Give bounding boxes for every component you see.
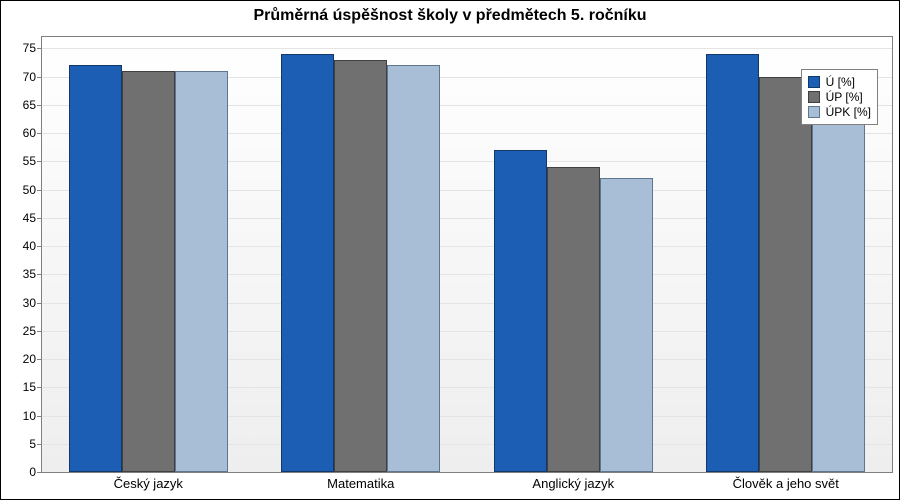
- y-tick-label: 75: [12, 41, 36, 55]
- y-tick-label: 10: [12, 409, 36, 423]
- bar: [759, 77, 812, 472]
- y-tick-mark: [37, 303, 42, 304]
- legend-item: ÚPK [%]: [808, 105, 871, 119]
- legend-swatch: [808, 106, 820, 118]
- y-tick-label: 20: [12, 352, 36, 366]
- y-tick-mark: [37, 416, 42, 417]
- x-tick-label: Český jazyk: [114, 476, 183, 491]
- y-tick-mark: [37, 133, 42, 134]
- y-tick-label: 15: [12, 380, 36, 394]
- y-tick-label: 45: [12, 211, 36, 225]
- plot-area: 051015202530354045505560657075Český jazy…: [41, 36, 893, 473]
- y-tick-mark: [37, 472, 42, 473]
- x-tick-label: Člověk a jeho svět: [733, 476, 839, 491]
- y-tick-mark: [37, 444, 42, 445]
- y-tick-label: 30: [12, 296, 36, 310]
- y-tick-mark: [37, 161, 42, 162]
- y-tick-mark: [37, 77, 42, 78]
- legend: Ú [%]ÚP [%]ÚPK [%]: [801, 69, 878, 125]
- y-tick-mark: [37, 218, 42, 219]
- bar: [175, 71, 228, 472]
- bar: [812, 71, 865, 472]
- bar: [600, 178, 653, 472]
- legend-swatch: [808, 76, 820, 88]
- y-tick-label: 55: [12, 154, 36, 168]
- bar: [69, 65, 122, 472]
- chart-title: Průměrná úspěšnost školy v předmětech 5.…: [1, 7, 899, 25]
- y-tick-label: 35: [12, 267, 36, 281]
- y-tick-mark: [37, 387, 42, 388]
- bar: [122, 71, 175, 472]
- y-tick-mark: [37, 190, 42, 191]
- x-tick-label: Anglický jazyk: [532, 476, 614, 491]
- y-tick-mark: [37, 48, 42, 49]
- y-tick-mark: [37, 359, 42, 360]
- legend-swatch: [808, 91, 820, 103]
- legend-label: ÚPK [%]: [826, 105, 871, 119]
- legend-item: ÚP [%]: [808, 90, 871, 104]
- y-tick-label: 50: [12, 183, 36, 197]
- bar: [494, 150, 547, 472]
- legend-label: ÚP [%]: [826, 90, 863, 104]
- y-tick-mark: [37, 105, 42, 106]
- y-tick-mark: [37, 274, 42, 275]
- gridline: [42, 48, 892, 49]
- y-tick-label: 5: [12, 437, 36, 451]
- y-tick-label: 60: [12, 126, 36, 140]
- y-tick-mark: [37, 331, 42, 332]
- y-tick-label: 25: [12, 324, 36, 338]
- chart-container: Průměrná úspěšnost školy v předmětech 5.…: [0, 0, 900, 500]
- legend-label: Ú [%]: [826, 75, 855, 89]
- y-tick-mark: [37, 246, 42, 247]
- bar: [334, 60, 387, 472]
- bar: [547, 167, 600, 472]
- bar: [387, 65, 440, 472]
- y-tick-label: 65: [12, 98, 36, 112]
- bar: [706, 54, 759, 472]
- bar: [281, 54, 334, 472]
- y-tick-label: 70: [12, 70, 36, 84]
- legend-item: Ú [%]: [808, 75, 871, 89]
- y-tick-label: 0: [12, 465, 36, 479]
- y-tick-label: 40: [12, 239, 36, 253]
- x-tick-label: Matematika: [327, 476, 394, 491]
